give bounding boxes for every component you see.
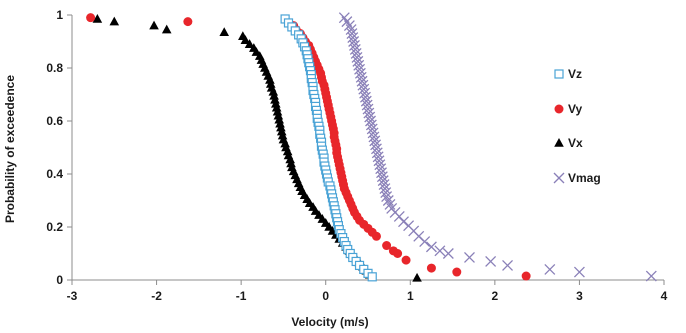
- point-vmag: [384, 199, 396, 210]
- point-vmag: [573, 266, 585, 278]
- series-layer: [86, 12, 657, 282]
- point-vy: [371, 231, 381, 241]
- y-axis-title: Probability of exceedence: [3, 75, 17, 223]
- y-tick-label: 0.4: [46, 167, 63, 181]
- legend-marker-vy: [554, 104, 564, 114]
- point-vmag: [381, 191, 393, 202]
- point-vx: [265, 78, 276, 88]
- point-vy: [382, 241, 392, 251]
- series-vz: [280, 14, 377, 282]
- legend-item-vz: Vz: [554, 67, 582, 81]
- point-vx: [109, 16, 120, 26]
- y-tick-label: 1: [56, 8, 63, 22]
- point-vx: [219, 27, 230, 37]
- point-vx: [285, 154, 295, 164]
- point-vy: [393, 249, 403, 258]
- point-vx: [272, 106, 283, 116]
- x-tick-label: 2: [492, 289, 499, 303]
- legend-marker-vz: [554, 69, 564, 79]
- legend-label-vz: Vz: [568, 67, 582, 81]
- point-vmag: [544, 263, 556, 275]
- point-vx: [412, 272, 422, 282]
- point-vmag: [645, 270, 657, 282]
- legend-item-vmag: Vmag: [553, 171, 601, 185]
- point-vmag: [464, 252, 475, 263]
- point-vx: [275, 118, 285, 128]
- point-vy: [521, 271, 531, 281]
- point-vx: [265, 74, 275, 84]
- legend-label-vx: Vx: [568, 136, 583, 150]
- point-vx: [276, 122, 286, 132]
- point-vx: [149, 20, 159, 30]
- point-vx: [271, 102, 282, 112]
- y-tick-label: 0: [56, 273, 63, 287]
- point-vy: [86, 13, 96, 23]
- y-tick-label: 0.2: [46, 220, 63, 234]
- x-tick-label: 4: [661, 289, 668, 303]
- legend: Vz Vy Vx Vmag: [553, 67, 601, 185]
- y-tick-label: 0.6: [46, 114, 63, 128]
- point-vx: [270, 94, 280, 104]
- point-vmag: [419, 236, 431, 248]
- x-axis-title: Velocity (m/s): [291, 315, 368, 329]
- point-vy: [452, 267, 462, 277]
- point-vx: [240, 35, 251, 44]
- x-tick-label: 0: [322, 289, 329, 303]
- point-vx: [286, 158, 296, 168]
- point-vmag: [502, 259, 514, 271]
- point-vx: [277, 130, 288, 140]
- x-tick-label: 1: [407, 289, 414, 303]
- point-vx: [273, 110, 284, 120]
- series-vmag: [338, 12, 657, 282]
- point-vmag: [343, 20, 355, 32]
- point-vx: [271, 98, 281, 108]
- point-vx: [282, 146, 293, 156]
- point-vy: [183, 17, 193, 27]
- x-tick-label: 3: [576, 289, 583, 303]
- legend-marker-vmag: [553, 172, 565, 184]
- point-vy: [426, 263, 436, 273]
- legend-item-vy: Vy: [554, 102, 583, 116]
- point-vx: [244, 39, 255, 48]
- legend-label-vy: Vy: [568, 102, 583, 116]
- point-vy: [401, 255, 411, 265]
- point-vx: [269, 90, 279, 100]
- point-vmag: [382, 195, 394, 206]
- point-vx: [161, 24, 172, 34]
- legend-item-vx: Vx: [554, 136, 583, 150]
- point-vmag: [425, 241, 437, 253]
- x-tick-label: -1: [236, 289, 247, 303]
- point-vmag: [434, 245, 446, 257]
- y-axis-ticks: 0 0.2 0.4 0.6 0.8 1: [46, 8, 72, 287]
- point-vx: [274, 114, 284, 124]
- point-vx: [276, 126, 287, 136]
- legend-label-vmag: Vmag: [568, 171, 601, 185]
- x-tick-label: -2: [151, 289, 162, 303]
- x-tick-label: -3: [67, 289, 78, 303]
- point-vmag: [442, 248, 454, 259]
- x-axis-ticks: -3 -2 -1 0 1 2 3 4: [67, 280, 668, 303]
- point-vmag: [485, 255, 497, 267]
- plot-area: 0 0.2 0.4 0.6 0.8 1 -3 -2 -1 0 1 2 3 4: [46, 8, 667, 303]
- point-vx: [280, 138, 290, 148]
- point-vx: [92, 13, 103, 23]
- point-vmag: [393, 210, 405, 222]
- y-tick-label: 0.8: [46, 61, 63, 75]
- point-vmag: [380, 187, 392, 199]
- point-vz: [367, 272, 377, 282]
- point-vx: [268, 86, 279, 96]
- point-vmag: [398, 216, 409, 228]
- legend-marker-vx: [554, 138, 564, 147]
